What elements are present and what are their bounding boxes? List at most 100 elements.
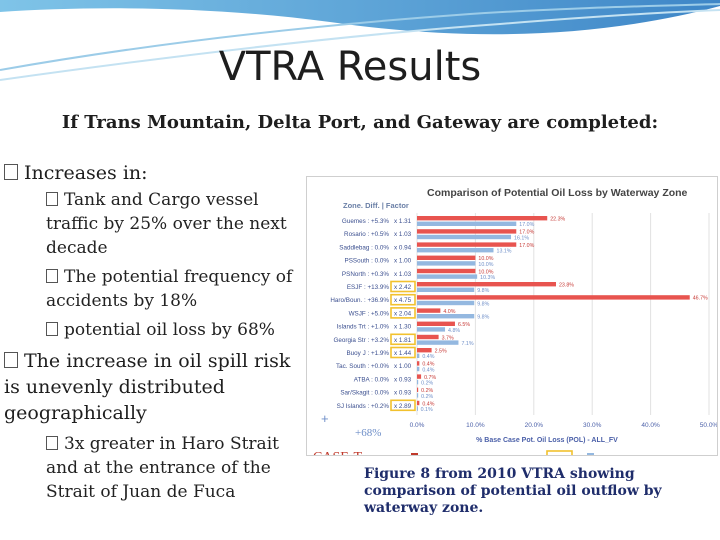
chart-title: Comparison of Potential Oil Loss by Wate… [427,187,688,199]
bar [417,348,432,353]
data-label: 2.5% [435,349,447,355]
bar [417,300,475,306]
row-factor: x 0.93 [394,376,412,383]
row-label: Guemes : +5.3% [342,218,389,225]
row-factor: x 1.44 [394,350,412,357]
plus-icon: + [321,411,329,426]
bullet-box-icon [46,269,58,283]
data-label: 6.5% [458,322,470,328]
row-factor: x 0.93 [394,390,412,397]
bar [417,287,475,292]
data-label: 10.0% [478,262,493,268]
data-label: 0.2% [421,381,433,387]
row-factor: x 2.42 [394,284,412,291]
data-label: 9.8% [477,301,489,307]
row-factor: x 2.04 [394,310,412,317]
bar [417,340,459,345]
data-label: 4.8% [448,328,460,334]
row-factor: x 0.94 [394,244,412,251]
row-label: Saddlebag : 0.0% [339,244,389,251]
row-label: SJ Islands : +0.2% [337,403,390,410]
bar [417,321,455,326]
bullet-box-icon [4,352,18,368]
bar [417,216,548,221]
bar [417,282,556,287]
data-label: 0.2% [421,388,433,394]
data-label: 10.0% [478,269,493,275]
data-label: 7.1% [461,341,473,347]
case-label: CASE-T [313,450,362,455]
data-label: 0.2% [421,394,433,400]
data-label: 0.4% [422,401,434,407]
row-factor: x 1.31 [394,218,412,225]
row-factor: x 1.00 [394,258,412,265]
oil-loss-chart: Comparison of Potential Oil Loss by Wate… [306,176,718,465]
total-change-label: +68% [355,427,381,439]
bullet-box-icon [46,192,58,206]
bar [417,314,475,319]
bar [417,400,420,406]
bar [417,242,517,247]
data-label: 10.3% [480,275,495,281]
data-label: 17.0% [519,243,534,249]
data-label: 9.8% [477,288,489,294]
factor-highlight [390,280,416,293]
data-label: 10.0% [478,256,493,262]
bar [417,366,420,372]
bar [417,255,476,260]
row-label: Sar/Skagit : 0.0% [340,390,389,397]
x-tick-label: 50.0% [700,422,717,429]
factor-highlight [390,346,416,359]
bar [417,295,690,300]
row-factor: x 1.03 [394,231,412,238]
data-label: 17.0% [519,222,534,228]
row-label: PSSouth : 0.0% [345,258,390,265]
bullet-box-icon [46,322,58,336]
x-axis-label: % Base Case Pot. Oil Loss (POL) - ALL_FV [476,437,618,444]
data-label: 22.3% [550,217,565,223]
data-label: 4.0% [443,309,455,315]
legend-swatch [411,453,418,460]
bar [417,327,446,332]
row-factor: x 1.00 [394,363,412,370]
bar [417,268,476,274]
x-tick-label: 10.0% [466,422,485,429]
factor-highlight [390,333,416,346]
sub-bullet-traffic: Tank and Cargo vessel traffic by 25% ove… [46,190,287,258]
row-factor: x 2.89 [394,403,412,410]
data-label: 0.4% [422,362,434,368]
factor-highlight [390,399,416,412]
row-label: Rosario : +0.5% [344,231,389,238]
row-factor: x 1.81 [394,337,412,344]
bar [417,334,439,340]
data-label: 13.1% [497,249,512,255]
data-label: 0.4% [422,367,434,373]
bar [417,387,419,392]
bar [417,229,517,234]
bullet-box-icon [4,164,18,180]
header-swoosh [0,0,720,81]
slide-title: VTRA Results [218,44,482,90]
sub-bullet-frequency: The potential frequency of accidents by … [46,267,293,311]
bar [417,234,512,240]
row-factor: x 1.30 [394,324,412,331]
oil-loss-chart-svg: Comparison of Potential Oil Loss by Wate… [313,187,718,465]
data-label: 23.8% [559,283,574,289]
data-label: 9.8% [477,315,489,321]
data-label: 0.1% [421,407,433,413]
bullet-uneven-risk: The increase in oil spill risk is uneven… [4,350,291,424]
legend-swatch [587,453,594,460]
bar [417,374,422,379]
figure-caption: Figure 8 from 2010 VTRA showing comparis… [364,466,662,516]
row-label: Tac. South : +0.0% [336,363,389,370]
bar [417,353,420,358]
bar [417,406,418,411]
factor-highlight [390,307,416,319]
x-tick-label: 40.0% [641,422,660,429]
row-label: PSNorth : +0.3% [342,271,389,278]
sub-bullet-oil-loss: potential oil loss by 68% [46,318,296,342]
x-tick-label: 30.0% [583,422,602,429]
row-label: ATBA : 0.0% [354,376,390,383]
data-label: 46.7% [693,296,708,302]
data-label: 16.1% [514,235,529,241]
